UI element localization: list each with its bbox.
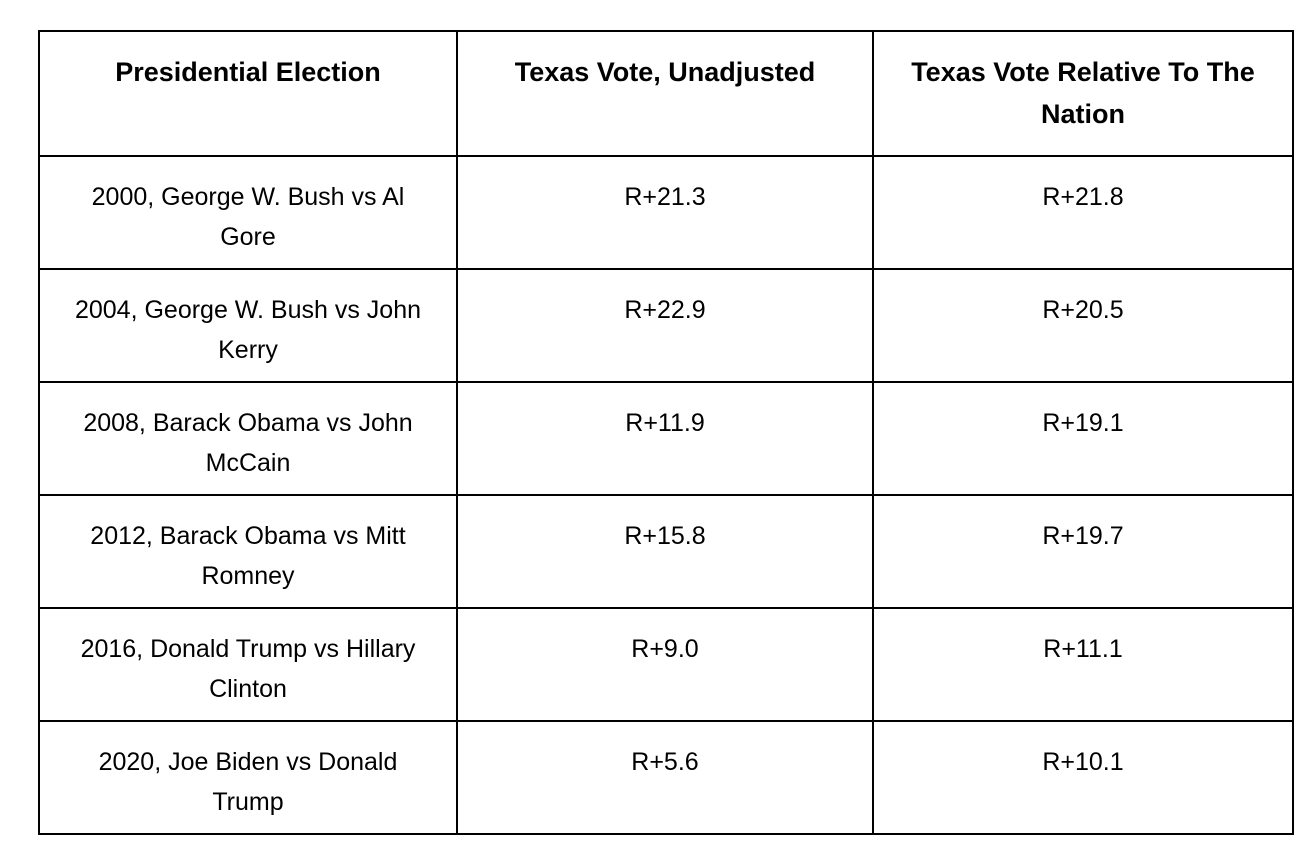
election-cell: 2020, Joe Biden vs Donald Trump bbox=[38, 720, 458, 835]
election-table: Presidential Election Texas Vote, Unadju… bbox=[38, 30, 1294, 835]
table-row: 2008, Barack Obama vs John McCain R+11.9… bbox=[38, 381, 1294, 496]
relative-cell: R+11.1 bbox=[872, 607, 1294, 722]
relative-cell: R+19.1 bbox=[872, 381, 1294, 496]
table-body: 2000, George W. Bush vs Al Gore R+21.3 R… bbox=[38, 155, 1294, 835]
election-cell: 2008, Barack Obama vs John McCain bbox=[38, 381, 458, 496]
unadjusted-cell: R+22.9 bbox=[456, 268, 874, 383]
table-row: 2020, Joe Biden vs Donald Trump R+5.6 R+… bbox=[38, 720, 1294, 835]
table-row: 2004, George W. Bush vs John Kerry R+22.… bbox=[38, 268, 1294, 383]
table-row: 2000, George W. Bush vs Al Gore R+21.3 R… bbox=[38, 155, 1294, 270]
relative-cell: R+19.7 bbox=[872, 494, 1294, 609]
table-row: 2012, Barack Obama vs Mitt Romney R+15.8… bbox=[38, 494, 1294, 609]
election-cell: 2004, George W. Bush vs John Kerry bbox=[38, 268, 458, 383]
table-header: Presidential Election Texas Vote, Unadju… bbox=[38, 30, 1294, 157]
unadjusted-cell: R+21.3 bbox=[456, 155, 874, 270]
election-cell: 2012, Barack Obama vs Mitt Romney bbox=[38, 494, 458, 609]
unadjusted-cell: R+15.8 bbox=[456, 494, 874, 609]
table-row: 2016, Donald Trump vs Hillary Clinton R+… bbox=[38, 607, 1294, 722]
relative-cell: R+10.1 bbox=[872, 720, 1294, 835]
column-header-relative: Texas Vote Relative To The Nation bbox=[872, 30, 1294, 157]
unadjusted-cell: R+5.6 bbox=[456, 720, 874, 835]
election-cell: 2016, Donald Trump vs Hillary Clinton bbox=[38, 607, 458, 722]
header-row: Presidential Election Texas Vote, Unadju… bbox=[38, 30, 1294, 157]
unadjusted-cell: R+9.0 bbox=[456, 607, 874, 722]
unadjusted-cell: R+11.9 bbox=[456, 381, 874, 496]
relative-cell: R+21.8 bbox=[872, 155, 1294, 270]
relative-cell: R+20.5 bbox=[872, 268, 1294, 383]
column-header-unadjusted: Texas Vote, Unadjusted bbox=[456, 30, 874, 157]
election-cell: 2000, George W. Bush vs Al Gore bbox=[38, 155, 458, 270]
column-header-election: Presidential Election bbox=[38, 30, 458, 157]
